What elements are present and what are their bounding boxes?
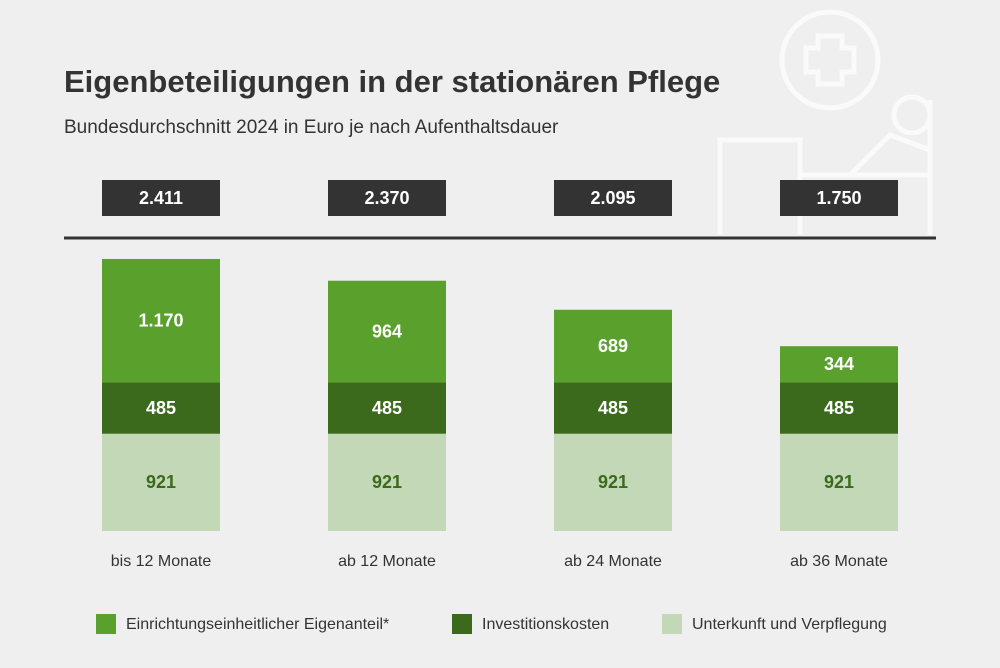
bar-segment (554, 382, 672, 434)
bar-segment (554, 309, 672, 383)
segment-label: 921 (146, 472, 176, 492)
total-box (328, 180, 446, 216)
x-tick-label: ab 36 Monate (790, 553, 888, 570)
segment-label: 485 (372, 398, 402, 418)
segment-label: 485 (598, 398, 628, 418)
segment-label: 485 (824, 398, 854, 418)
bar-segment (554, 433, 672, 531)
total-box (780, 180, 898, 216)
bar-segment (780, 382, 898, 434)
segment-label: 1.170 (138, 311, 183, 331)
x-tick-label: bis 12 Monate (111, 553, 212, 570)
bar-segment (102, 382, 220, 434)
bar-segment (328, 382, 446, 434)
segment-label: 921 (598, 472, 628, 492)
total-box (554, 180, 672, 216)
segment-label: 921 (824, 472, 854, 492)
bar-segment (328, 280, 446, 383)
bar-segment (780, 346, 898, 383)
legend-swatch (96, 614, 116, 634)
legend-label: Investitionskosten (482, 616, 609, 633)
x-tick-label: ab 24 Monate (564, 553, 662, 570)
total-label: 2.370 (364, 188, 409, 208)
bar-segment (780, 433, 898, 531)
segment-label: 689 (598, 336, 628, 356)
x-tick-label: ab 12 Monate (338, 553, 436, 570)
legend-swatch (662, 614, 682, 634)
bar-segment (102, 433, 220, 531)
total-box (102, 180, 220, 216)
total-label: 2.095 (590, 188, 635, 208)
segment-label: 964 (372, 321, 402, 341)
bar-segment (328, 433, 446, 531)
segment-label: 485 (146, 398, 176, 418)
legend-label: Unterkunft und Verpflegung (692, 616, 887, 633)
segment-label: 921 (372, 472, 402, 492)
chart-subtitle: Bundesdurchschnitt 2024 in Euro je nach … (64, 117, 559, 138)
background-icon (717, 9, 933, 235)
legend-swatch (452, 614, 472, 634)
segment-label: 344 (824, 354, 854, 374)
total-label: 1.750 (816, 188, 861, 208)
legend-label: Einrichtungseinheitlicher Eigenanteil* (126, 616, 389, 633)
total-label: 2.411 (139, 188, 183, 208)
bar-segment (102, 258, 220, 383)
chart-title: Eigenbeteiligungen in der stationären Pf… (64, 64, 720, 99)
